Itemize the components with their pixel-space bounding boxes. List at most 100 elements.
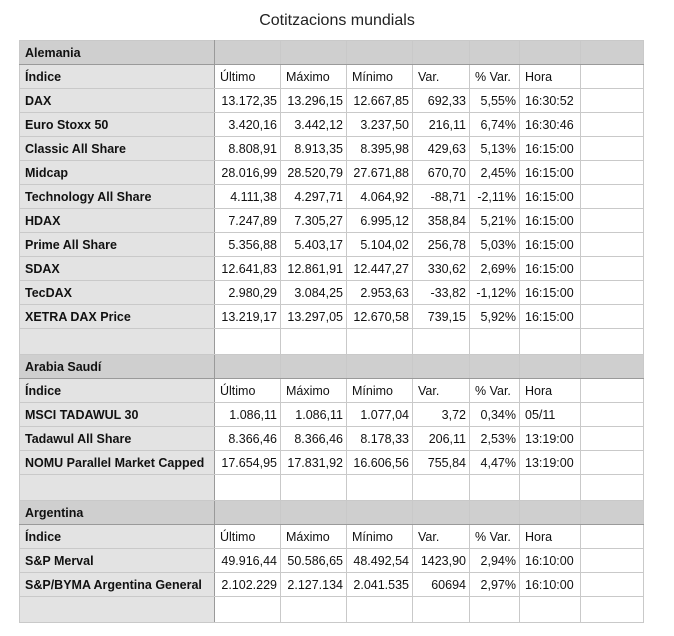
empty-cell[interactable] <box>580 524 644 549</box>
value-cell[interactable]: 1.086,11 <box>280 402 347 427</box>
section-name[interactable]: Argentina <box>19 500 215 525</box>
value-cell[interactable]: 429,63 <box>412 136 470 161</box>
empty-cell[interactable] <box>580 596 644 623</box>
value-cell[interactable]: 16:15:00 <box>519 160 581 185</box>
value-cell[interactable]: 13.172,35 <box>214 88 281 113</box>
value-cell[interactable]: 2,69% <box>469 256 520 281</box>
empty-cell[interactable] <box>214 328 281 355</box>
empty-cell[interactable] <box>346 40 413 65</box>
value-cell[interactable]: 17.831,92 <box>280 450 347 475</box>
empty-cell[interactable] <box>412 40 470 65</box>
column-header[interactable]: Índice <box>19 378 215 403</box>
value-cell[interactable]: 28.016,99 <box>214 160 281 185</box>
empty-cell[interactable] <box>580 304 644 329</box>
value-cell[interactable]: 13:19:00 <box>519 426 581 451</box>
value-cell[interactable]: 3,72 <box>412 402 470 427</box>
empty-cell[interactable] <box>580 378 644 403</box>
index-name-cell[interactable]: S&P/BYMA Argentina General <box>19 572 215 597</box>
section-name[interactable]: Alemania <box>19 40 215 65</box>
empty-cell[interactable] <box>580 208 644 233</box>
value-cell[interactable]: 692,33 <box>412 88 470 113</box>
index-name-cell[interactable]: Euro Stoxx 50 <box>19 112 215 137</box>
empty-cell[interactable] <box>469 596 520 623</box>
empty-cell[interactable] <box>580 402 644 427</box>
empty-cell[interactable] <box>580 328 644 355</box>
empty-cell[interactable] <box>346 354 413 379</box>
value-cell[interactable]: 16:10:00 <box>519 548 581 573</box>
value-cell[interactable]: 3.442,12 <box>280 112 347 137</box>
value-cell[interactable]: 12.447,27 <box>346 256 413 281</box>
index-name-cell[interactable]: Classic All Share <box>19 136 215 161</box>
value-cell[interactable]: 60694 <box>412 572 470 597</box>
empty-cell[interactable] <box>412 474 470 501</box>
value-cell[interactable]: 12.670,58 <box>346 304 413 329</box>
value-cell[interactable]: -88,71 <box>412 184 470 209</box>
value-cell[interactable]: 8.808,91 <box>214 136 281 161</box>
value-cell[interactable]: 330,62 <box>412 256 470 281</box>
index-name-cell[interactable]: Midcap <box>19 160 215 185</box>
value-cell[interactable]: 16:15:00 <box>519 232 581 257</box>
column-header[interactable]: Mínimo <box>346 524 413 549</box>
value-cell[interactable]: 5.403,17 <box>280 232 347 257</box>
value-cell[interactable]: 16:15:00 <box>519 184 581 209</box>
empty-cell[interactable] <box>19 474 215 501</box>
value-cell[interactable]: 206,11 <box>412 426 470 451</box>
value-cell[interactable]: 27.671,88 <box>346 160 413 185</box>
column-header[interactable]: Var. <box>412 378 470 403</box>
value-cell[interactable]: 16:15:00 <box>519 304 581 329</box>
empty-cell[interactable] <box>214 40 281 65</box>
column-header[interactable]: Último <box>214 64 281 89</box>
index-name-cell[interactable]: XETRA DAX Price <box>19 304 215 329</box>
value-cell[interactable]: 1423,90 <box>412 548 470 573</box>
value-cell[interactable]: 1.077,04 <box>346 402 413 427</box>
value-cell[interactable]: 13.297,05 <box>280 304 347 329</box>
index-name-cell[interactable]: Prime All Share <box>19 232 215 257</box>
value-cell[interactable]: 5,21% <box>469 208 520 233</box>
value-cell[interactable]: 16:15:00 <box>519 208 581 233</box>
empty-cell[interactable] <box>346 474 413 501</box>
value-cell[interactable]: 28.520,79 <box>280 160 347 185</box>
value-cell[interactable]: -1,12% <box>469 280 520 305</box>
column-header[interactable]: Var. <box>412 64 470 89</box>
empty-cell[interactable] <box>214 596 281 623</box>
empty-cell[interactable] <box>280 40 347 65</box>
empty-cell[interactable] <box>469 474 520 501</box>
empty-cell[interactable] <box>412 596 470 623</box>
value-cell[interactable]: 2.127.134 <box>280 572 347 597</box>
empty-cell[interactable] <box>580 426 644 451</box>
value-cell[interactable]: 5.356,88 <box>214 232 281 257</box>
index-name-cell[interactable]: HDAX <box>19 208 215 233</box>
empty-cell[interactable] <box>519 474 581 501</box>
value-cell[interactable]: 3.237,50 <box>346 112 413 137</box>
value-cell[interactable]: 05/11 <box>519 402 581 427</box>
value-cell[interactable]: 16:30:52 <box>519 88 581 113</box>
value-cell[interactable]: 256,78 <box>412 232 470 257</box>
empty-cell[interactable] <box>519 596 581 623</box>
empty-cell[interactable] <box>412 500 470 525</box>
value-cell[interactable]: 17.654,95 <box>214 450 281 475</box>
empty-cell[interactable] <box>469 354 520 379</box>
section-name[interactable]: Arabia Saudí <box>19 354 215 379</box>
empty-cell[interactable] <box>519 500 581 525</box>
empty-cell[interactable] <box>519 40 581 65</box>
value-cell[interactable]: 216,11 <box>412 112 470 137</box>
empty-cell[interactable] <box>580 548 644 573</box>
value-cell[interactable]: 4.111,38 <box>214 184 281 209</box>
column-header[interactable]: Índice <box>19 64 215 89</box>
value-cell[interactable]: 16:15:00 <box>519 256 581 281</box>
empty-cell[interactable] <box>19 328 215 355</box>
empty-cell[interactable] <box>469 40 520 65</box>
empty-cell[interactable] <box>412 328 470 355</box>
value-cell[interactable]: 5,13% <box>469 136 520 161</box>
value-cell[interactable]: 12.861,91 <box>280 256 347 281</box>
value-cell[interactable]: 48.492,54 <box>346 548 413 573</box>
empty-cell[interactable] <box>580 450 644 475</box>
value-cell[interactable]: 8.178,33 <box>346 426 413 451</box>
empty-cell[interactable] <box>580 280 644 305</box>
value-cell[interactable]: 5,92% <box>469 304 520 329</box>
empty-cell[interactable] <box>280 596 347 623</box>
index-name-cell[interactable]: Tadawul All Share <box>19 426 215 451</box>
value-cell[interactable]: 2.041.535 <box>346 572 413 597</box>
empty-cell[interactable] <box>580 160 644 185</box>
index-name-cell[interactable]: DAX <box>19 88 215 113</box>
